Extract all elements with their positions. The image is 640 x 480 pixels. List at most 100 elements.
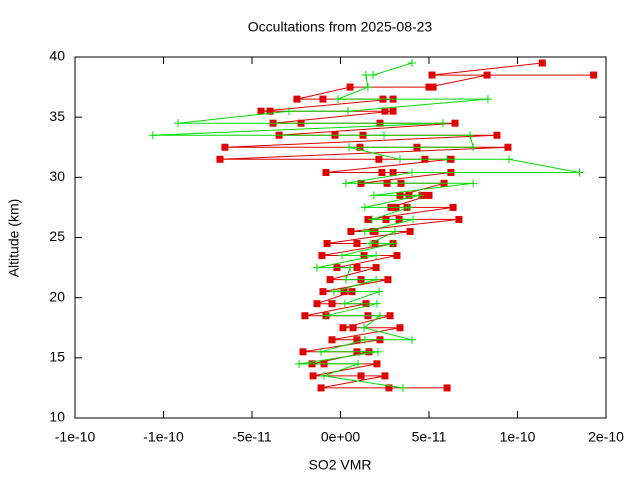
square-marker: [483, 71, 491, 79]
square-marker: [328, 336, 336, 344]
y-tick-label: 20: [49, 288, 65, 304]
square-marker: [385, 384, 393, 392]
plus-marker: [341, 179, 350, 188]
plus-marker: [372, 299, 381, 308]
plus-marker: [395, 155, 404, 164]
plus-marker: [466, 131, 475, 140]
square-marker: [538, 59, 546, 67]
plus-marker: [469, 143, 478, 152]
square-marker: [443, 384, 451, 392]
plus-marker: [354, 359, 363, 368]
square-marker: [373, 360, 381, 368]
plus-marker: [340, 299, 349, 308]
square-marker: [319, 288, 327, 296]
plus-marker: [375, 287, 384, 296]
plus-marker: [284, 107, 293, 116]
square-marker: [317, 384, 325, 392]
plus-marker: [363, 83, 372, 92]
square-marker: [318, 252, 326, 260]
plus-marker: [369, 191, 378, 200]
plus-marker: [438, 119, 447, 128]
y-tick-label: 40: [49, 48, 65, 64]
square-marker: [357, 372, 365, 380]
plot-frame: [74, 56, 607, 419]
square-marker: [301, 312, 309, 320]
plus-marker: [372, 275, 381, 284]
square-marker: [347, 227, 355, 235]
square-marker: [349, 324, 357, 332]
plus-marker: [575, 168, 584, 177]
square-marker: [406, 227, 414, 235]
plus-marker: [295, 359, 304, 368]
square-marker: [313, 300, 321, 308]
plus-marker: [337, 251, 346, 260]
square-marker: [425, 83, 433, 91]
square-marker: [428, 71, 436, 79]
square-marker: [353, 240, 361, 248]
plus-marker: [329, 287, 338, 296]
square-marker: [393, 252, 401, 260]
square-marker: [590, 71, 598, 79]
plus-marker: [321, 311, 330, 320]
plus-marker: [372, 251, 381, 260]
square-marker: [372, 264, 380, 272]
y-tick-label: 30: [49, 168, 65, 184]
square-marker: [378, 169, 386, 177]
square-marker: [328, 300, 336, 308]
plus-marker: [317, 347, 326, 356]
square-marker: [381, 107, 389, 115]
plus-marker: [366, 239, 375, 248]
square-marker: [389, 107, 397, 115]
square-marker: [493, 131, 501, 139]
plus-marker: [409, 215, 418, 224]
chart-title: Occultations from 2025-08-23: [248, 19, 433, 35]
square-marker: [455, 215, 463, 223]
plus-marker: [408, 335, 417, 344]
y-tick-label: 35: [49, 108, 65, 124]
plus-marker: [334, 95, 343, 104]
plus-marker: [174, 119, 183, 128]
plus-marker: [469, 179, 478, 188]
plus-marker: [148, 131, 157, 140]
square-marker: [339, 324, 347, 332]
square-marker: [216, 155, 224, 163]
plus-marker: [391, 227, 400, 236]
x-tick-label: 1e-10: [500, 429, 536, 445]
plus-marker: [360, 203, 369, 212]
x-axis-label: SO2 VMR: [308, 457, 371, 473]
plus-marker: [360, 335, 369, 344]
y-tick-label: 10: [49, 409, 65, 425]
square-marker: [504, 143, 512, 151]
square-marker: [389, 169, 397, 177]
square-marker: [381, 372, 389, 380]
square-marker: [257, 107, 265, 115]
plus-marker: [361, 71, 370, 80]
square-marker: [326, 276, 334, 284]
x-tick-label: 2e-10: [588, 429, 624, 445]
plus-marker: [346, 263, 355, 272]
square-marker: [353, 264, 361, 272]
square-marker: [384, 276, 392, 284]
x-tick-label: 0e+00: [321, 429, 361, 445]
x-tick-label: -5e-11: [232, 429, 272, 445]
plus-marker: [415, 191, 424, 200]
square-marker: [451, 119, 459, 127]
square-marker: [353, 336, 361, 344]
plus-marker: [369, 71, 378, 80]
square-marker: [319, 95, 327, 103]
plus-marker: [341, 275, 350, 284]
plus-marker: [380, 131, 389, 140]
square-marker: [221, 143, 229, 151]
plus-marker: [505, 155, 514, 164]
square-marker: [322, 169, 330, 177]
plus-marker: [408, 59, 417, 68]
x-tick-label: -1e-10: [143, 429, 184, 445]
plus-marker: [483, 95, 492, 104]
x-tick-label: 5e-11: [412, 429, 447, 445]
plus-marker: [360, 323, 369, 332]
plus-marker: [368, 215, 377, 224]
y-axis-label: Altitude (km): [6, 199, 22, 278]
